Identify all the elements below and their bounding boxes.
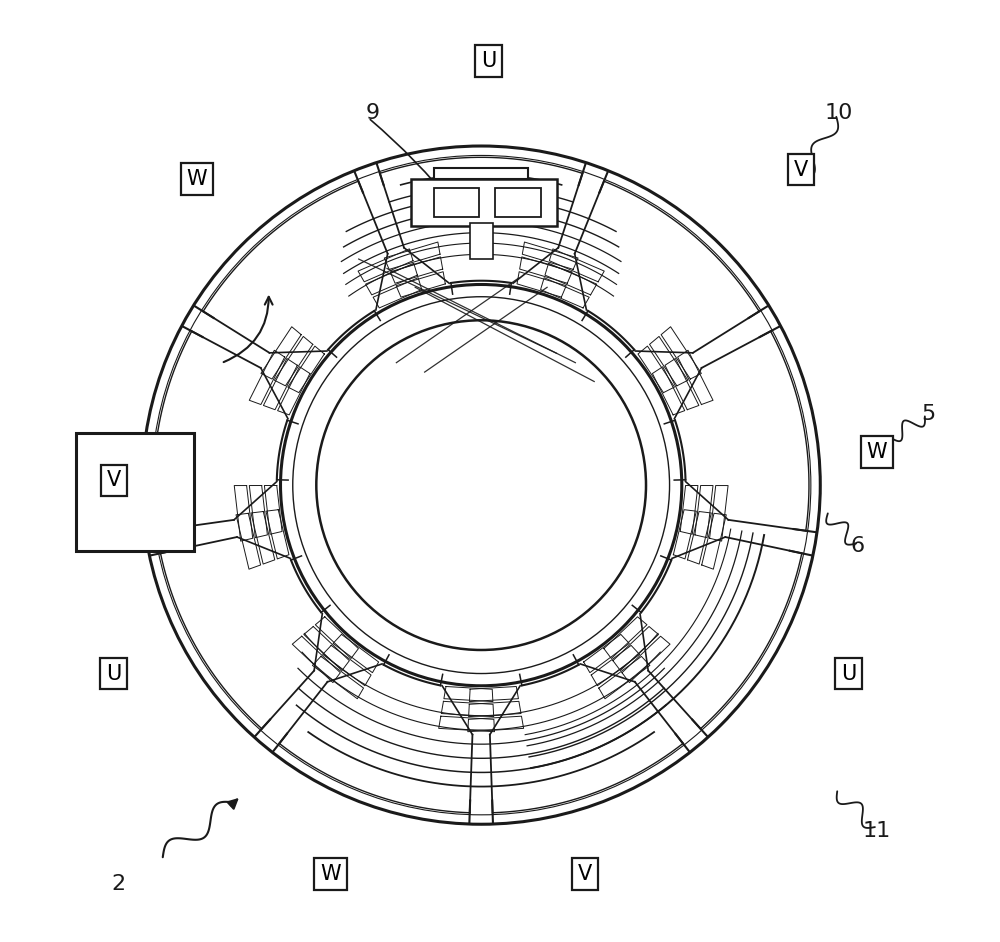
Text: 2: 2 xyxy=(111,873,126,894)
Text: V: V xyxy=(107,470,121,491)
Text: W: W xyxy=(320,864,341,885)
Text: 6: 6 xyxy=(851,536,865,557)
Text: V: V xyxy=(578,864,592,885)
FancyBboxPatch shape xyxy=(495,188,541,217)
FancyBboxPatch shape xyxy=(434,188,479,217)
FancyBboxPatch shape xyxy=(434,168,528,179)
Text: U: U xyxy=(841,663,856,684)
FancyBboxPatch shape xyxy=(76,433,194,551)
Text: 10: 10 xyxy=(825,103,853,123)
FancyBboxPatch shape xyxy=(470,223,493,259)
Text: V: V xyxy=(794,159,809,180)
Text: 9: 9 xyxy=(366,103,380,123)
Text: 5: 5 xyxy=(921,404,936,425)
Text: U: U xyxy=(106,663,121,684)
FancyBboxPatch shape xyxy=(411,179,557,226)
Text: U: U xyxy=(481,51,496,72)
Text: 11: 11 xyxy=(863,820,891,841)
Text: W: W xyxy=(186,169,207,189)
Text: W: W xyxy=(866,442,887,463)
